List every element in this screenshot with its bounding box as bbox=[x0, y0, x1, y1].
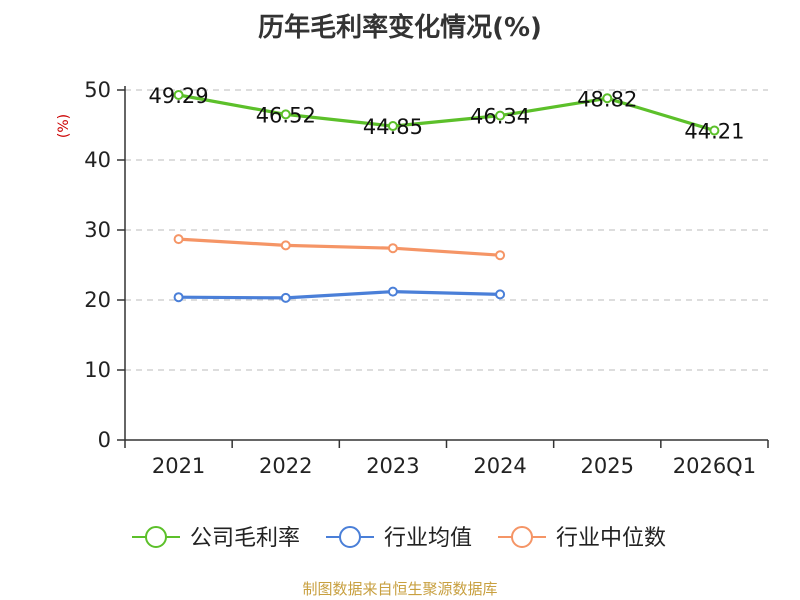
series-line-0 bbox=[177, 93, 717, 133]
y-tick-label: 10 bbox=[84, 358, 111, 382]
data-point bbox=[280, 109, 291, 120]
data-point bbox=[173, 292, 184, 303]
y-tick-label: 40 bbox=[84, 148, 111, 172]
data-point bbox=[173, 89, 184, 100]
data-point bbox=[280, 240, 291, 251]
legend-marker-2 bbox=[511, 526, 533, 548]
y-tick-label: 30 bbox=[84, 218, 111, 242]
data-label: 49.29 bbox=[149, 84, 209, 108]
data-point bbox=[387, 286, 398, 297]
grid-lines bbox=[125, 89, 768, 371]
data-label: 44.85 bbox=[363, 115, 423, 139]
chart-title: 历年毛利率变化情况(%) bbox=[258, 12, 542, 43]
data-point bbox=[495, 289, 506, 300]
data-point bbox=[280, 292, 291, 303]
data-label: 48.82 bbox=[577, 87, 637, 111]
legend-label-1: 行业均值 bbox=[384, 526, 472, 551]
data-label: 46.52 bbox=[256, 103, 316, 127]
legend: 公司毛利率 行业均值 行业中位数 bbox=[132, 526, 666, 551]
series-line-2 bbox=[177, 237, 502, 257]
legend-marker-1 bbox=[339, 526, 361, 548]
y-tick-label: 50 bbox=[84, 78, 111, 102]
legend-label-0: 公司毛利率 bbox=[190, 526, 300, 551]
data-point bbox=[173, 234, 184, 245]
source-note: 制图数据来自恒生聚源数据库 bbox=[302, 580, 497, 598]
x-tick-label-2023: 2023 bbox=[366, 454, 419, 478]
x-tick-label-2026Q1: 2026Q1 bbox=[673, 454, 756, 478]
data-labels: 49.29 46.52 44.85 46.34 48.82 44.21 bbox=[149, 84, 745, 144]
x-tick-label-2025: 2025 bbox=[581, 454, 634, 478]
data-point bbox=[495, 110, 506, 121]
legend-marker-0 bbox=[145, 526, 167, 548]
x-tick-label-2021: 2021 bbox=[152, 454, 205, 478]
data-point bbox=[709, 125, 720, 136]
y-tick-label: 0 bbox=[98, 428, 111, 452]
series-group bbox=[173, 89, 720, 303]
series-line-1 bbox=[177, 290, 502, 300]
legend-label-2: 行业中位数 bbox=[556, 526, 666, 551]
x-tick-label-2024: 2024 bbox=[473, 454, 526, 478]
y-tick-label: 20 bbox=[84, 288, 111, 312]
data-label: 44.21 bbox=[684, 120, 744, 144]
data-point bbox=[602, 93, 613, 104]
y-axis-label: (%) bbox=[56, 114, 72, 138]
data-point bbox=[387, 243, 398, 254]
data-point bbox=[495, 250, 506, 261]
data-label: 46.34 bbox=[470, 105, 530, 129]
x-tick-label-2022: 2022 bbox=[259, 454, 312, 478]
data-point bbox=[387, 121, 398, 132]
axes: 0 10 20 30 40 50 2021 2022 2023 2024 2025 2026Q1 bbox=[84, 78, 769, 478]
